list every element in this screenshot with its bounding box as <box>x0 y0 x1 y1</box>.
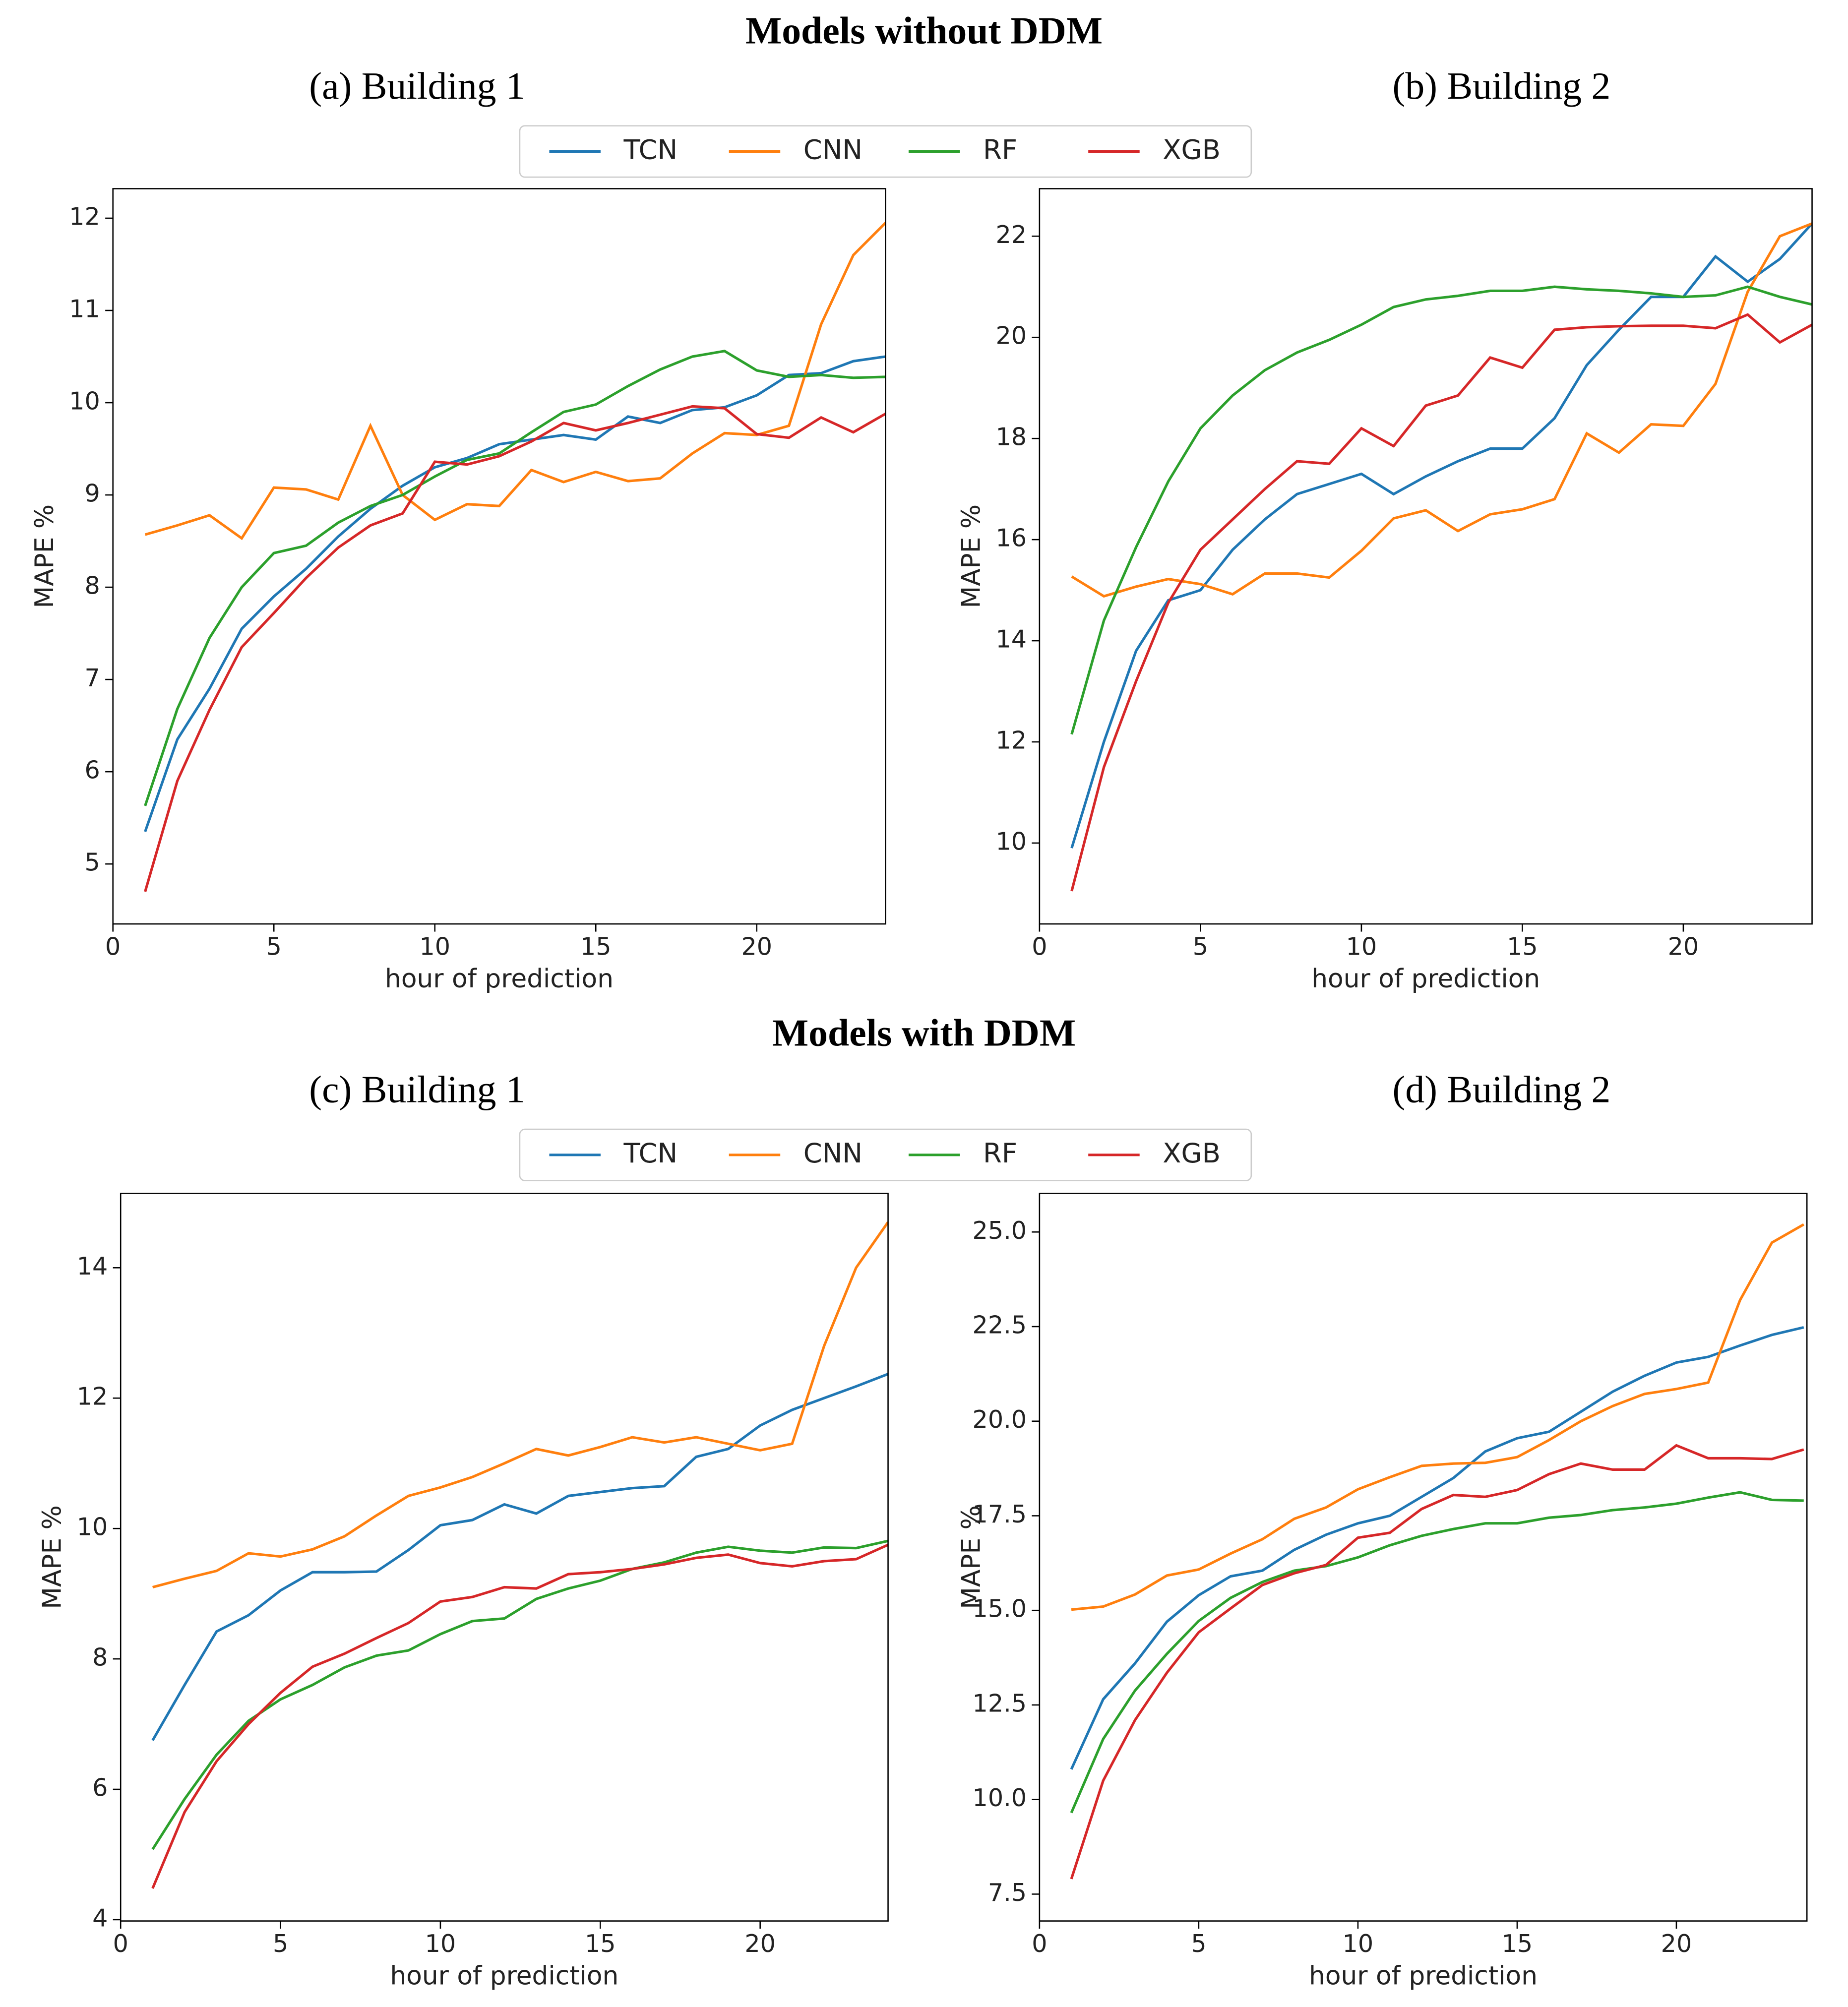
y-tick-label: 10.0 <box>973 1783 1027 1812</box>
y-axis-label: MAPE % <box>38 1505 67 1609</box>
y-tick-label: 22.5 <box>973 1311 1027 1339</box>
x-tick-label: 20 <box>741 932 772 961</box>
legend-label: RF <box>983 134 1017 166</box>
x-tick-label: 0 <box>1032 1929 1047 1958</box>
x-tick-label: 20 <box>1661 1929 1692 1958</box>
legend-label: CNN <box>803 134 862 166</box>
y-tick-label: 17.5 <box>973 1500 1027 1528</box>
plot-frame <box>1039 1193 1808 1922</box>
chart-title: (d) Building 2 <box>1392 1068 1610 1110</box>
legend-label: XGB <box>1163 134 1221 166</box>
x-tick-label: 15 <box>1502 1929 1533 1958</box>
data-line <box>144 350 886 806</box>
chart-title: (c) Building 1 <box>309 1068 525 1110</box>
section-heading: Models without DDM <box>745 9 1103 52</box>
data-line <box>151 1543 888 1889</box>
y-tick-label: 12.5 <box>973 1689 1027 1717</box>
x-tick-label: 0 <box>113 1929 128 1958</box>
y-tick-label: 11 <box>69 294 100 323</box>
data-line <box>152 1221 888 1588</box>
y-tick-label: 4 <box>92 1903 108 1932</box>
x-tick-label: 10 <box>419 932 450 961</box>
x-axis-label: hour of prediction <box>1311 964 1540 994</box>
y-tick-label: 8 <box>85 571 100 600</box>
y-tick-label: 5 <box>85 848 100 877</box>
plot-frame <box>112 188 886 925</box>
data-line <box>144 355 886 832</box>
y-tick-label: 18 <box>995 423 1027 451</box>
x-tick-label: 10 <box>1343 1929 1374 1958</box>
data-line <box>151 1539 888 1850</box>
data-line <box>1070 285 1812 735</box>
chart-title: (a) Building 1 <box>309 64 525 107</box>
y-tick-label: 8 <box>92 1643 108 1672</box>
y-axis-label: MAPE % <box>956 504 986 608</box>
x-tick-label: 5 <box>273 1929 288 1958</box>
section-heading: Models with DDM <box>772 1012 1076 1054</box>
x-tick-label: 10 <box>425 1929 456 1958</box>
y-tick-label: 10 <box>69 387 100 416</box>
data-line <box>144 405 886 892</box>
x-tick-label: 0 <box>1032 932 1047 961</box>
legend-box <box>519 125 1252 178</box>
x-tick-label: 0 <box>105 932 121 961</box>
data-line <box>1071 1223 1805 1611</box>
y-tick-label: 16 <box>995 524 1027 552</box>
x-axis-label: hour of prediction <box>1309 1961 1538 1991</box>
data-line <box>151 1373 888 1741</box>
plot-frame <box>120 1193 889 1922</box>
data-line <box>1071 222 1812 598</box>
y-axis-label: MAPE % <box>956 1505 986 1609</box>
y-tick-label: 7.5 <box>988 1878 1027 1907</box>
y-tick-label: 22 <box>995 220 1027 249</box>
x-tick-label: 5 <box>1191 1929 1206 1958</box>
x-tick-label: 15 <box>1507 932 1538 961</box>
x-tick-label: 10 <box>1346 932 1377 961</box>
data-line <box>1070 1326 1804 1770</box>
y-tick-label: 15.0 <box>973 1594 1027 1623</box>
x-tick-label: 5 <box>266 932 282 961</box>
data-line <box>1070 313 1812 892</box>
legend-label: TCN <box>623 1138 678 1169</box>
y-tick-label: 6 <box>85 756 100 785</box>
y-tick-label: 20 <box>995 321 1027 350</box>
chart-title: (b) Building 2 <box>1392 64 1610 107</box>
legend-label: RF <box>983 1138 1017 1169</box>
y-tick-label: 12 <box>77 1382 108 1411</box>
y-tick-label: 12 <box>69 202 100 231</box>
y-axis-label: MAPE % <box>30 504 60 608</box>
plot-frame <box>1039 188 1813 925</box>
data-line <box>144 222 886 541</box>
x-axis-label: hour of prediction <box>390 1961 618 1991</box>
y-tick-label: 9 <box>85 479 100 508</box>
x-tick-label: 15 <box>585 1929 616 1958</box>
y-tick-label: 10 <box>77 1513 108 1541</box>
x-axis-label: hour of prediction <box>385 964 614 994</box>
legend-label: CNN <box>803 1138 862 1169</box>
x-tick-label: 15 <box>580 932 612 961</box>
legend-label: TCN <box>623 134 678 166</box>
x-tick-label: 20 <box>1668 932 1699 961</box>
data-line <box>1070 1444 1804 1880</box>
y-tick-label: 14 <box>77 1252 108 1280</box>
y-tick-label: 10 <box>995 827 1027 855</box>
x-tick-label: 5 <box>1193 932 1208 961</box>
y-tick-label: 7 <box>85 664 100 692</box>
legend-label: XGB <box>1163 1138 1221 1169</box>
x-tick-label: 20 <box>744 1929 776 1958</box>
y-tick-label: 12 <box>995 726 1027 754</box>
y-tick-label: 14 <box>995 625 1027 654</box>
data-line <box>1070 223 1812 849</box>
y-tick-label: 20.0 <box>973 1405 1027 1434</box>
legend-box <box>519 1128 1252 1181</box>
y-tick-label: 25.0 <box>973 1216 1027 1245</box>
data-line <box>1070 1491 1804 1814</box>
y-tick-label: 6 <box>92 1773 108 1802</box>
